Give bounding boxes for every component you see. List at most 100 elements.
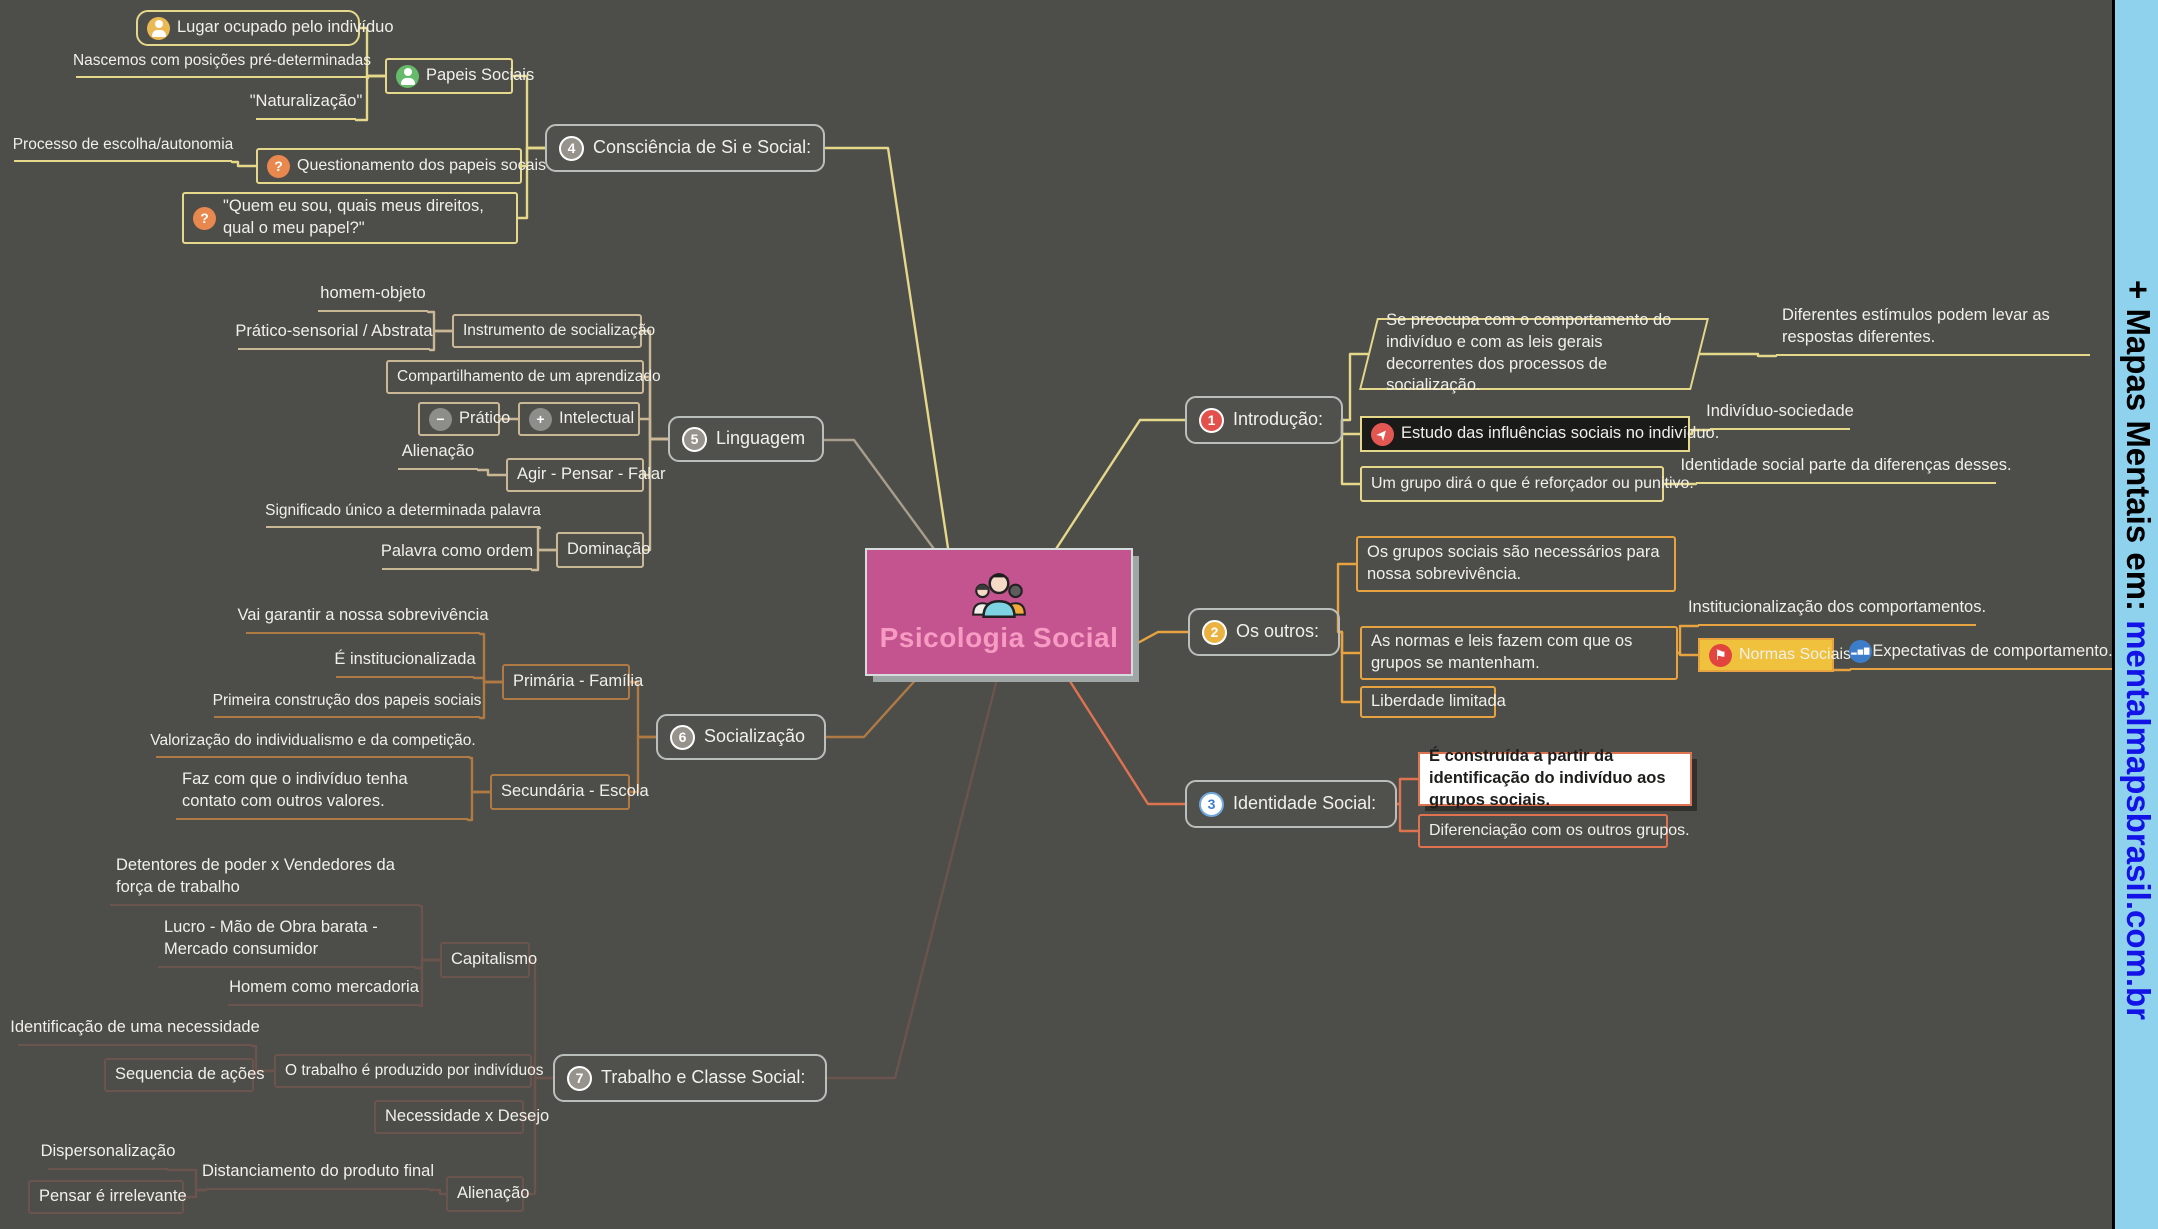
node-otrabalho[interactable]: O trabalho é produzido por indivíduos [274, 1054, 544, 1088]
node-n5-label: Linguagem [716, 428, 806, 449]
node-n1[interactable]: 1 Introdução: [1185, 396, 1343, 444]
plus-gray-icon: + [529, 407, 552, 431]
node-estudo[interactable]: ➤ Estudo das influências sociais no indiv… [1360, 416, 1719, 452]
number-badge-4: 4 [559, 135, 584, 161]
node-umgrupo-label: Um grupo dirá o que é reforçador ou puni… [1371, 475, 1694, 493]
node-disperso[interactable]: Dispersonalização [41, 1142, 175, 1170]
center-topic[interactable]: Psicologia Social [865, 548, 1133, 676]
node-identparte-label: Identidade social parte da diferenças de… [1680, 456, 2012, 475]
node-identif[interactable]: Identificação de uma necessidade [10, 1018, 260, 1046]
node-capitalismo[interactable]: Capitalismo [440, 942, 537, 978]
node-individuosoc[interactable]: Indivíduo-sociedade [1706, 402, 1854, 430]
node-processo[interactable]: Processo de escolha/autonomia [13, 134, 233, 162]
node-einst[interactable]: É institucionalizada [334, 648, 476, 678]
node-lugar[interactable]: Lugar ocupado pelo indivíduo [136, 10, 394, 46]
node-nascemos[interactable]: Nascemos com posições pré-determinadas [72, 50, 372, 78]
node-primeira[interactable]: Primeira construção dos papeis sociais [212, 690, 482, 718]
node-primaria-label: Primária - Família [513, 672, 644, 691]
node-pensar-label: Pensar é irrelevante [39, 1187, 187, 1206]
node-faz[interactable]: Faz com que o indivíduo tenha contato co… [176, 770, 468, 820]
node-signif[interactable]: Significado único a determinada palavra [265, 500, 541, 528]
node-einst-label: É institucionalizada [334, 650, 476, 669]
number-badge-6: 6 [670, 724, 695, 750]
node-pratsens[interactable]: Prático-sensorial / Abstrata [235, 320, 433, 350]
node-umgrupo[interactable]: Um grupo dirá o que é reforçador ou puni… [1360, 466, 1694, 502]
node-intelectual-label: Intelectual [559, 409, 635, 428]
promo-site-link[interactable]: mentalmapsbrasil.com.br [2120, 620, 2157, 1021]
question-orange-icon: ? [193, 206, 216, 230]
node-grupos-label: Os grupos sociais são necessários para n… [1367, 543, 1660, 583]
node-homem[interactable]: homem-objeto [318, 284, 428, 312]
node-papeis[interactable]: Papeis Sociais [385, 58, 534, 94]
node-construida-label: É construída a partir da identificação d… [1429, 747, 1666, 809]
node-pensar[interactable]: Pensar é irrelevante [28, 1180, 187, 1214]
node-n5[interactable]: 5 Linguagem [668, 416, 824, 462]
node-capitalismo-label: Capitalismo [451, 950, 538, 969]
node-n3-label: Identidade Social: [1233, 793, 1377, 814]
node-alienacao5-label: Alienação [401, 442, 475, 461]
node-asnormas[interactable]: As normas e leis fazem com que os grupos… [1360, 626, 1678, 680]
node-alienacao5[interactable]: Alienação [398, 442, 478, 470]
node-diferentes[interactable]: Diferentes estímulos podem levar as resp… [1776, 306, 2090, 356]
node-quest[interactable]: ? Questionamento dos papeis socais [256, 148, 546, 184]
node-n7[interactable]: 7 Trabalho e Classe Social: [553, 1054, 827, 1102]
node-primaria[interactable]: Primária - Família [502, 664, 643, 700]
node-necessidade-label: Necessidade x Desejo [385, 1107, 550, 1126]
node-alienacao7[interactable]: Alienação [446, 1176, 529, 1212]
node-asnormas-label: As normas e leis fazem com que os grupos… [1371, 632, 1633, 672]
promo-sidebar-text: + Mapas Mentais em: mentalmapsbrasil.com… [2119, 280, 2157, 1020]
node-dominacao[interactable]: Dominação [556, 532, 650, 568]
node-n3[interactable]: 3 Identidade Social: [1185, 780, 1397, 828]
node-sequencia-label: Sequencia de ações [115, 1065, 265, 1084]
node-agir[interactable]: Agir - Pensar - Falar [506, 458, 666, 492]
node-distanc[interactable]: Distanciamento do produto final [202, 1162, 434, 1190]
node-intelectual[interactable]: + Intelectual [518, 402, 640, 436]
chart-blue-icon: ▂▅▇ [1849, 640, 1873, 663]
node-necessidade[interactable]: Necessidade x Desejo [374, 1100, 549, 1134]
node-nascemos-label: Nascemos com posições pré-determinadas [72, 51, 372, 69]
node-institucional[interactable]: Institucionalização dos comportamentos. [1688, 598, 1986, 626]
node-pratico[interactable]: − Prático [418, 402, 510, 436]
node-liberdade-label: Liberdade limitada [1371, 692, 1506, 711]
node-preocupa[interactable]: Se preocupa com o comportamento do indiv… [1359, 311, 1709, 395]
center-topic-title: Psicologia Social [879, 621, 1119, 653]
node-grupos[interactable]: Os grupos sociais são necessários para n… [1356, 536, 1676, 592]
node-disperso-label: Dispersonalização [40, 1142, 176, 1161]
node-n6[interactable]: 6 Socialização [656, 714, 826, 760]
node-instrumento[interactable]: Instrumento de socialização [452, 314, 655, 348]
node-vai[interactable]: Vai garantir a nossa sobrevivência [238, 606, 489, 634]
node-detentores-label: Detentores de poder x Vendedores da forç… [116, 856, 395, 897]
node-identparte[interactable]: Identidade social parte da diferenças de… [1680, 456, 2012, 484]
node-compart-label: Compartilhamento de um aprendizado [397, 367, 661, 385]
node-construida[interactable]: É construída a partir da identificação d… [1418, 747, 1692, 809]
node-primeira-label: Primeira construção dos papeis sociais [212, 691, 482, 709]
node-pratico-label: Prático [459, 409, 511, 428]
node-naturalizacao[interactable]: "Naturalização" [250, 88, 362, 120]
node-preocupa-label: Se preocupa com o comportamento do indiv… [1386, 311, 1672, 395]
node-expectativas[interactable]: ▂▅▇ Expectativas de comportamento. [1849, 640, 2113, 670]
node-compart[interactable]: Compartilhamento de um aprendizado [386, 360, 661, 394]
node-valoriz[interactable]: Valorização do individualismo e da compe… [150, 730, 476, 758]
node-alienacao7-label: Alienação [457, 1184, 530, 1203]
node-homemmerc[interactable]: Homem como mercadoria [228, 978, 420, 1006]
node-expectativas-label: Expectativas de comportamento. [1872, 642, 2113, 661]
node-instrumento-label: Instrumento de socialização [463, 321, 656, 339]
node-normas-label: Normas Sociais [1739, 646, 1852, 664]
node-sequencia[interactable]: Sequencia de ações [104, 1058, 265, 1092]
node-secundaria[interactable]: Secundária - Escola [490, 774, 649, 810]
node-quem[interactable]: ? "Quem eu sou, quais meus direitos, qual… [182, 192, 518, 244]
node-liberdade[interactable]: Liberdade limitada [1360, 686, 1506, 718]
node-n4[interactable]: 4 Consciência de Si e Social: [545, 124, 825, 172]
node-normas[interactable]: ⚑ Normas Sociais [1698, 638, 1851, 672]
person-green-icon [396, 64, 419, 88]
node-lucro[interactable]: Lucro - Mão de Obra barata - Mercado con… [158, 918, 416, 968]
node-faz-label: Faz com que o indivíduo tenha contato co… [182, 770, 408, 811]
number-badge-1: 1 [1199, 407, 1224, 433]
node-palavra[interactable]: Palavra como ordem [381, 540, 533, 570]
node-n2[interactable]: 2 Os outros: [1188, 608, 1340, 656]
node-detentores[interactable]: Detentores de poder x Vendedores da forç… [110, 856, 420, 906]
node-diferenc[interactable]: Diferenciação com os outros grupos. [1418, 814, 1690, 848]
node-individuosoc-label: Indivíduo-sociedade [1706, 402, 1854, 421]
